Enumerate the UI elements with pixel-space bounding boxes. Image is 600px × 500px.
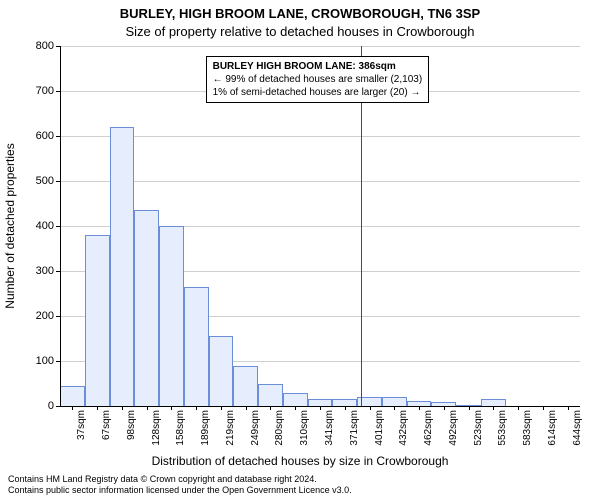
grid-line bbox=[60, 46, 580, 47]
histogram-bar bbox=[308, 399, 333, 406]
grid-line bbox=[60, 181, 580, 182]
footer: Contains HM Land Registry data © Crown c… bbox=[8, 474, 592, 496]
x-tick-label: 98sqm bbox=[126, 410, 137, 454]
histogram-bar bbox=[481, 399, 506, 406]
x-tick-label: 310sqm bbox=[299, 410, 310, 454]
annotation-line-2: ← 99% of detached houses are smaller (2,… bbox=[213, 73, 423, 86]
histogram-bar bbox=[159, 226, 184, 406]
x-tick-label: 158sqm bbox=[175, 410, 186, 454]
plot-area: 010020030040050060070080037sqm67sqm98sqm… bbox=[60, 46, 580, 406]
annotation-line-3: 1% of semi-detached houses are larger (2… bbox=[213, 86, 423, 99]
x-tick-label: 189sqm bbox=[200, 410, 211, 454]
histogram-bar bbox=[60, 386, 85, 406]
histogram-bar bbox=[233, 366, 258, 407]
histogram-bar bbox=[85, 235, 110, 406]
footer-line-1: Contains HM Land Registry data © Crown c… bbox=[8, 474, 592, 485]
x-tick-label: 462sqm bbox=[423, 410, 434, 454]
x-tick-label: 583sqm bbox=[522, 410, 533, 454]
x-tick-label: 128sqm bbox=[151, 410, 162, 454]
x-axis-line bbox=[60, 406, 580, 407]
x-tick-label: 37sqm bbox=[76, 410, 87, 454]
x-tick-label: 614sqm bbox=[547, 410, 558, 454]
x-tick-label: 67sqm bbox=[101, 410, 112, 454]
histogram-bar bbox=[382, 397, 407, 406]
chart-page: BURLEY, HIGH BROOM LANE, CROWBOROUGH, TN… bbox=[0, 0, 600, 500]
footer-line-2: Contains public sector information licen… bbox=[8, 485, 592, 496]
x-tick-label: 401sqm bbox=[374, 410, 385, 454]
x-tick-label: 341sqm bbox=[324, 410, 335, 454]
annotation-box: BURLEY HIGH BROOM LANE: 386sqm← 99% of d… bbox=[206, 56, 430, 103]
histogram-bar bbox=[258, 384, 283, 407]
x-tick-label: 280sqm bbox=[274, 410, 285, 454]
histogram-bar bbox=[332, 399, 357, 406]
x-tick-label: 371sqm bbox=[349, 410, 360, 454]
histogram-bar bbox=[209, 336, 234, 406]
annotation-line-1: BURLEY HIGH BROOM LANE: 386sqm bbox=[213, 60, 423, 73]
x-tick-label: 432sqm bbox=[398, 410, 409, 454]
x-tick-label: 553sqm bbox=[497, 410, 508, 454]
chart-title: BURLEY, HIGH BROOM LANE, CROWBOROUGH, TN… bbox=[0, 6, 600, 21]
y-axis-line bbox=[60, 46, 61, 406]
grid-line bbox=[60, 136, 580, 137]
y-axis-label-container: Number of detached properties bbox=[0, 46, 20, 406]
x-tick-label: 219sqm bbox=[225, 410, 236, 454]
x-tick-label: 523sqm bbox=[473, 410, 484, 454]
x-tick-label: 492sqm bbox=[448, 410, 459, 454]
chart-subtitle: Size of property relative to detached ho… bbox=[0, 24, 600, 39]
histogram-bar bbox=[184, 287, 209, 406]
y-axis-label: Number of detached properties bbox=[3, 143, 17, 308]
x-axis-label: Distribution of detached houses by size … bbox=[0, 454, 600, 468]
x-tick-label: 644sqm bbox=[572, 410, 583, 454]
histogram-bar bbox=[134, 210, 159, 406]
histogram-bar bbox=[283, 393, 308, 407]
histogram-bar bbox=[110, 127, 135, 406]
x-tick-label: 249sqm bbox=[250, 410, 261, 454]
